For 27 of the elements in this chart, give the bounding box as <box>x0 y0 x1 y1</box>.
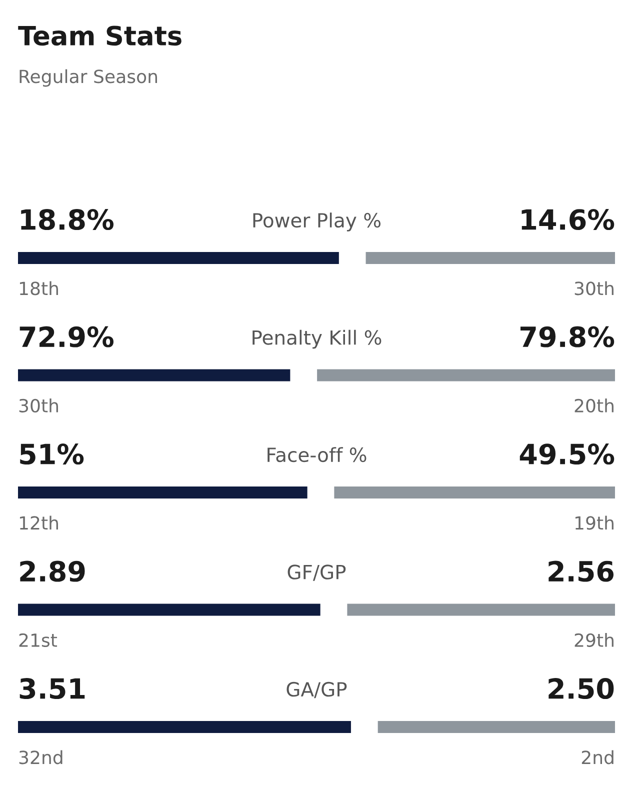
category-label: Power Play % <box>253 212 381 232</box>
data-label: 2.89 <box>20 560 85 582</box>
data-label: 72.9% <box>20 326 114 348</box>
data-label: 14.6% <box>522 209 614 230</box>
category-label: GF/GP <box>288 564 346 581</box>
data-label: 79.8% <box>520 326 614 348</box>
text: 29th <box>574 633 614 647</box>
text: 18th <box>20 281 58 296</box>
text: 2nd <box>582 750 614 764</box>
text: 32nd <box>19 750 62 764</box>
data-label: 2.56 <box>548 560 614 582</box>
text: 30th <box>574 281 614 296</box>
text: Team Stats <box>18 26 182 46</box>
category-label: Face-off % <box>268 447 366 462</box>
data-label: 18.8% <box>21 209 114 230</box>
text: 21st <box>19 633 58 647</box>
text: 30th <box>19 398 58 412</box>
data-label: 3.51 <box>20 678 85 700</box>
text: 20th <box>574 398 614 412</box>
text: Regular Season <box>20 69 157 87</box>
data-label: 49.5% <box>520 444 614 465</box>
text: 19th <box>575 516 614 530</box>
category-label: GA/GP <box>286 682 347 698</box>
data-label: 51% <box>20 444 84 465</box>
text: 12th <box>20 516 58 530</box>
category-label: Penalty Kill % <box>252 330 382 349</box>
data-label: 2.50 <box>548 678 614 700</box>
